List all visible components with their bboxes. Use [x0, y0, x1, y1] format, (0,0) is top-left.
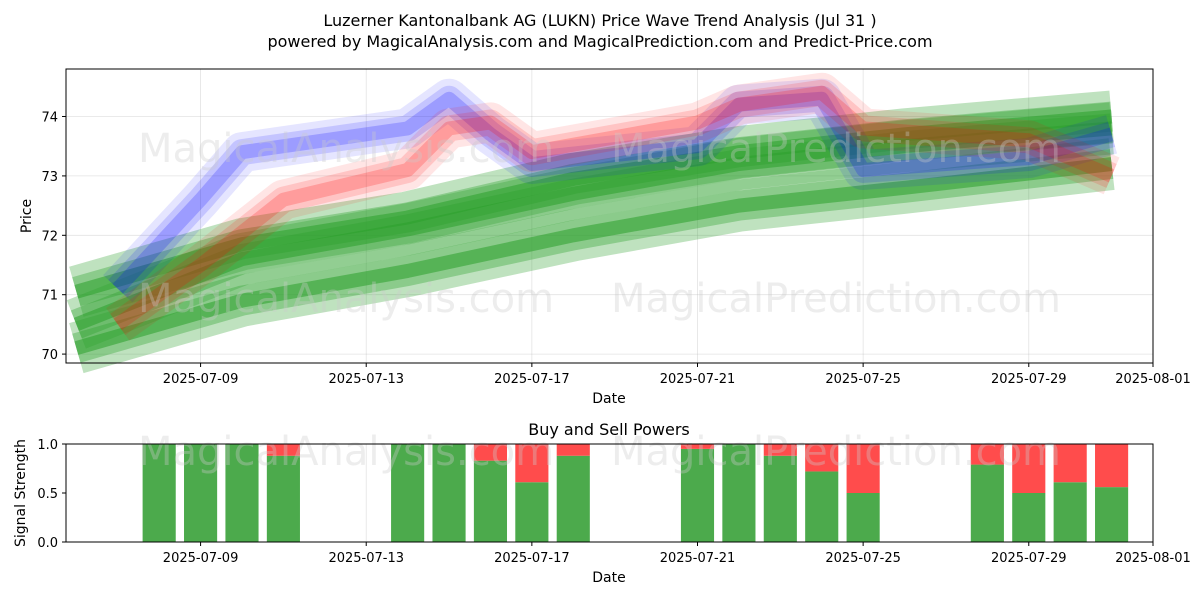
series-band — [74, 109, 1113, 299]
watermark-analysis: MagicalAnalysis.com — [138, 126, 554, 172]
x-tick-label: 2025-08-01 — [1115, 372, 1191, 387]
sell-bar — [763, 444, 797, 456]
series-band — [73, 121, 1113, 331]
watermark-analysis: MagicalAnalysis.com — [138, 429, 554, 475]
watermark-analysis: MagicalAnalysis.com — [138, 276, 554, 322]
power-bars — [142, 444, 1129, 542]
x-tick-label: 2025-07-17 — [494, 372, 570, 387]
power-y-axis: 0.0 0.5 1.0 — [37, 438, 66, 551]
buy-bar — [1012, 493, 1046, 542]
series-band — [108, 85, 1116, 298]
power-title: Buy and Sell Powers — [528, 420, 690, 439]
trend-channel — [66, 102, 1114, 349]
sell-bar — [970, 444, 1004, 465]
buy-bar — [1053, 482, 1087, 542]
x-tick-label: 2025-08-01 — [1115, 551, 1191, 566]
sell-bar — [515, 444, 549, 483]
x-tick-label: 2025-07-25 — [825, 372, 901, 387]
wave-series — [106, 72, 1120, 341]
buy-bar — [970, 464, 1004, 542]
y-tick-label: 71 — [41, 289, 58, 304]
series-band — [106, 72, 1120, 341]
buy-bar — [473, 460, 508, 542]
power-x-axis: 2025-07-09 2025-07-13 2025-07-17 2025-07-21… — [163, 542, 1191, 566]
buy-bar — [266, 455, 300, 542]
price-series — [66, 72, 1120, 374]
x-tick-label: 2025-07-13 — [328, 372, 404, 387]
y-tick-label: 74 — [41, 111, 58, 126]
x-tick-label: 2025-07-09 — [163, 551, 239, 566]
y-tick-label: 72 — [41, 229, 58, 244]
y-tick-label: 0.5 — [37, 487, 58, 502]
series-band — [112, 91, 1114, 294]
buy-bar — [515, 482, 549, 542]
trend-channel — [69, 90, 1114, 317]
price-y-label: Price — [19, 199, 35, 233]
chart-title: Luzerner Kantonalbank AG (LUKN) Price Wa… — [323, 11, 876, 30]
wave-series — [103, 78, 1118, 303]
watermark-prediction: MagicalPrediction.com — [611, 429, 1061, 475]
x-tick-label: 2025-07-21 — [660, 372, 736, 387]
sell-bar — [556, 444, 590, 456]
x-tick-label: 2025-07-13 — [328, 551, 404, 566]
sell-bar — [1095, 444, 1129, 488]
series-band — [103, 78, 1118, 303]
sell-bar — [473, 444, 508, 461]
x-tick-label: 2025-07-25 — [825, 551, 901, 566]
x-tick-label: 2025-07-29 — [991, 551, 1067, 566]
trend-channel — [69, 138, 1115, 374]
sell-bar — [846, 444, 880, 493]
price-plot-frame — [65, 68, 1154, 364]
chart-subtitle: powered by MagicalAnalysis.com and Magic… — [267, 32, 932, 51]
price-x-axis: 2025-07-09 2025-07-13 2025-07-17 2025-07-21… — [163, 363, 1191, 387]
power-x-label: Date — [592, 570, 625, 586]
series-band — [110, 79, 1117, 335]
series-band — [74, 157, 1113, 355]
sell-bar — [1012, 444, 1046, 493]
buy-bar — [763, 455, 797, 542]
buy-bar — [680, 448, 715, 542]
price-y-axis: 70 71 72 73 74 — [41, 111, 66, 363]
watermark-prediction: MagicalPrediction.com — [611, 126, 1061, 172]
series-band — [113, 85, 1115, 331]
y-tick-label: 73 — [41, 170, 58, 185]
buy-bar — [556, 455, 590, 542]
x-tick-label: 2025-07-29 — [991, 372, 1067, 387]
buy-bar — [805, 471, 839, 542]
buy-bar — [184, 444, 218, 542]
price-x-label: Date — [592, 391, 625, 407]
watermark-prediction: MagicalPrediction.com — [611, 276, 1061, 322]
sell-bar — [680, 444, 715, 449]
buy-bar — [1095, 487, 1129, 542]
buy-bar — [846, 493, 880, 542]
y-tick-label: 0.0 — [37, 536, 58, 551]
y-tick-label: 1.0 — [37, 438, 58, 453]
buy-bar — [722, 444, 756, 542]
x-tick-label: 2025-07-21 — [660, 551, 736, 566]
buy-bar — [432, 444, 466, 542]
buy-bar — [225, 444, 259, 542]
x-tick-label: 2025-07-09 — [163, 372, 239, 387]
buy-bar — [142, 444, 176, 542]
x-tick-label: 2025-07-17 — [494, 551, 570, 566]
sell-bar — [805, 444, 839, 472]
price-plot: MagicalAnalysis.com MagicalPrediction.co… — [19, 68, 1191, 407]
power-plot: Buy and Sell Powers MagicalAnalysis.com … — [13, 420, 1191, 586]
y-tick-label: 70 — [41, 348, 58, 363]
sell-bar — [266, 444, 300, 456]
buy-bar — [391, 444, 425, 542]
power-y-label: Signal Strength — [13, 439, 29, 547]
sell-bar — [1053, 444, 1087, 483]
